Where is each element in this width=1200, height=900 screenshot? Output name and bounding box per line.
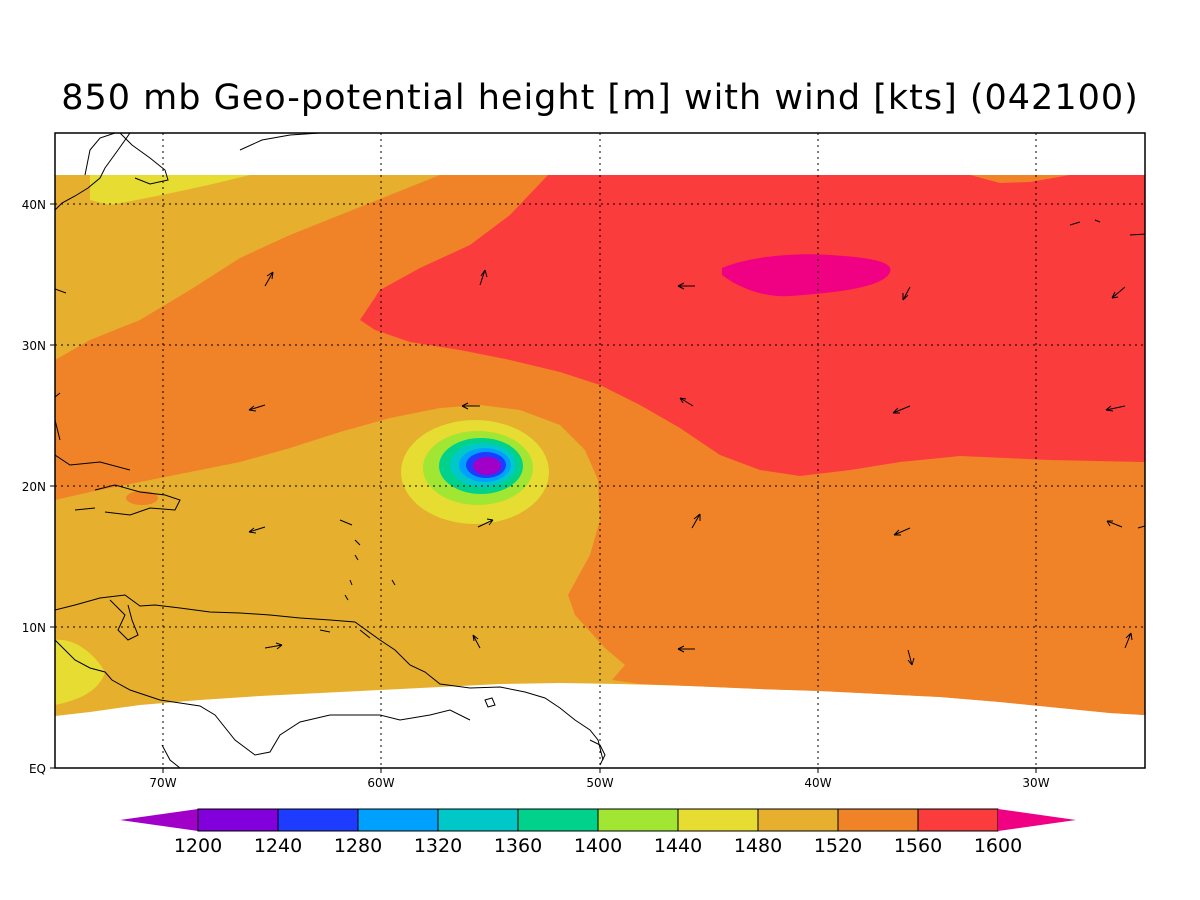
colorbar: 1200 1240 1280 1320 1360 1400 1440 1480 1520 1560… — [120, 808, 1076, 857]
colorbar-level-label: 1560 — [894, 835, 942, 857]
lat-label-40n: 40N — [22, 198, 46, 212]
colorbar-swatch — [517, 808, 599, 832]
contour-1600 — [360, 175, 1145, 476]
lon-label-50w: 50W — [586, 776, 613, 790]
lon-label-30w: 30W — [1022, 776, 1049, 790]
colorbar-under-triangle — [120, 809, 198, 831]
coastlines — [55, 133, 1145, 768]
colorbar-swatch — [837, 808, 919, 832]
contour-field — [55, 133, 1145, 768]
colorbar-over-triangle — [998, 809, 1076, 831]
colorbar-swatch — [757, 808, 839, 832]
colorbar-swatch — [917, 808, 999, 832]
lat-label-eq: EQ — [29, 762, 46, 776]
graticule — [55, 133, 1145, 768]
colorbar-swatch — [677, 808, 759, 832]
lon-label-60w: 60W — [367, 776, 394, 790]
colorbar-level-label: 1440 — [654, 835, 702, 857]
lat-label-30n: 30N — [22, 339, 46, 353]
colorbar-level-label: 1480 — [734, 835, 782, 857]
colorbar-level-label: 1520 — [814, 835, 862, 857]
colorbar-level-label: 1360 — [494, 835, 542, 857]
colorbar-swatch — [197, 808, 279, 832]
lat-label-20n: 20N — [22, 480, 46, 494]
lat-label-10n: 10N — [22, 621, 46, 635]
map-title: 850 mb Geo-potential height [m] with win… — [61, 78, 1139, 118]
colorbar-swatch — [357, 808, 439, 832]
wind-vectors — [55, 269, 1145, 666]
colorbar-level-label: 1600 — [974, 835, 1022, 857]
colorbar-swatch — [597, 808, 679, 832]
colorbar-level-label: 1200 — [174, 835, 222, 857]
contour-1640 — [722, 254, 891, 297]
colorbar-level-label: 1280 — [334, 835, 382, 857]
colorbar-swatch — [437, 808, 519, 832]
lon-label-40w: 40W — [804, 776, 831, 790]
lon-label-70w: 70W — [149, 776, 176, 790]
colorbar-level-label: 1240 — [254, 835, 302, 857]
colorbar-level-label: 1400 — [574, 835, 622, 857]
colorbar-level-label: 1320 — [414, 835, 462, 857]
colorbar-swatch — [277, 808, 359, 832]
